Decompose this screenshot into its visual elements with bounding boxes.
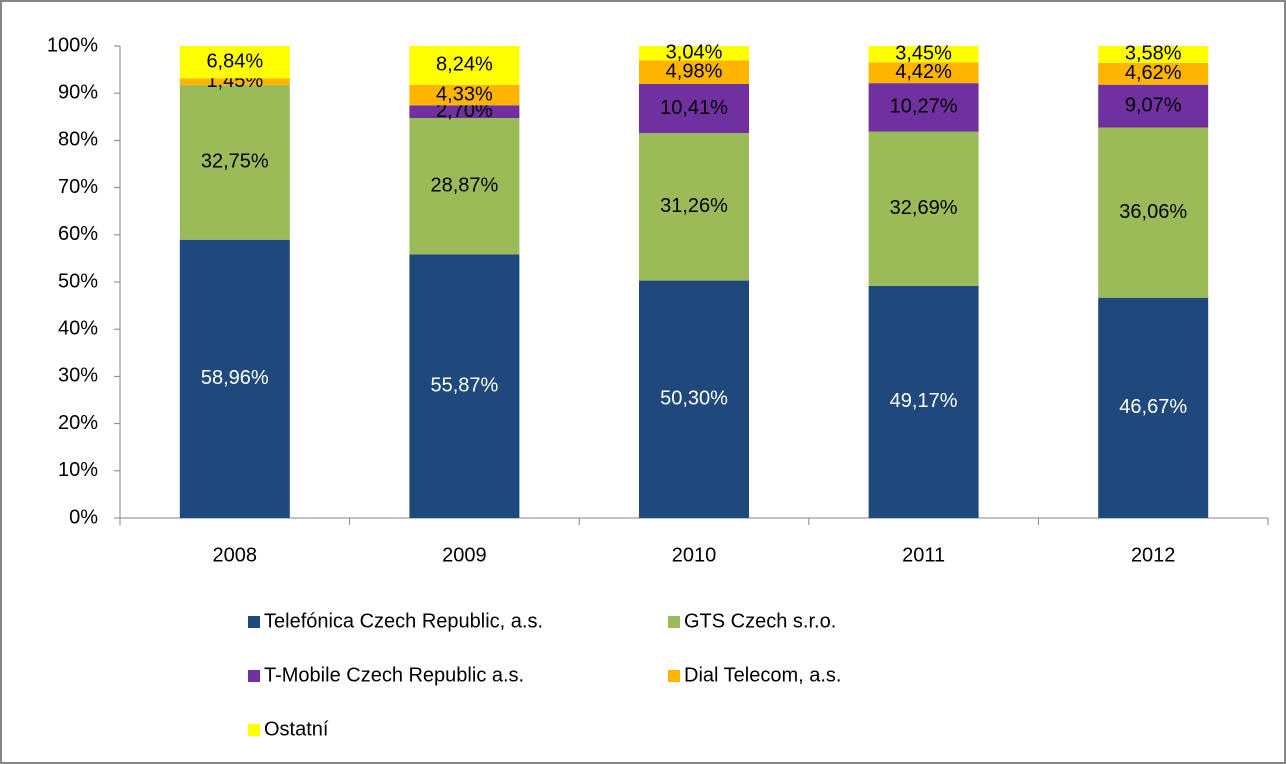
legend-swatch xyxy=(248,724,260,736)
bar-segment xyxy=(1098,127,1209,298)
bar-segment xyxy=(868,62,979,84)
y-tick-label: 40% xyxy=(58,317,98,339)
y-tick-label: 100% xyxy=(47,34,98,56)
data-label: 32,69% xyxy=(890,197,958,219)
data-label: 36,06% xyxy=(1119,201,1187,223)
y-tick-label: 60% xyxy=(58,223,98,245)
data-label: 31,26% xyxy=(660,195,728,217)
legend-label: GTS Czech s.r.o. xyxy=(684,610,836,632)
bar-segment xyxy=(409,105,520,119)
data-label: 50,30% xyxy=(660,388,728,410)
bar-segment xyxy=(868,46,979,63)
bar-segment xyxy=(868,285,979,518)
y-tick-label: 30% xyxy=(58,365,98,387)
bar-segment xyxy=(409,118,520,255)
data-label: 6,84% xyxy=(206,50,263,72)
legend-label: Dial Telecom, a.s. xyxy=(684,664,841,686)
data-label: 8,24% xyxy=(436,54,493,76)
legend-swatch xyxy=(248,670,260,682)
legend-label: T-Mobile Czech Republic a.s. xyxy=(264,664,524,686)
legend-swatch xyxy=(248,616,260,628)
x-tick-label: 2012 xyxy=(1131,544,1176,566)
bar-segment xyxy=(639,60,749,84)
bar-segment xyxy=(639,46,749,61)
bar-segment xyxy=(179,46,290,79)
data-label: 3,58% xyxy=(1125,43,1182,65)
bar-segment xyxy=(409,254,520,519)
data-label: 9,07% xyxy=(1125,94,1182,116)
y-tick-label: 80% xyxy=(58,129,98,151)
data-label: 32,75% xyxy=(201,151,269,173)
bar-segment xyxy=(639,133,749,281)
bar-segment xyxy=(179,85,290,240)
data-label: 4,33% xyxy=(436,83,493,105)
bar-segment xyxy=(1098,46,1209,63)
bar-segment xyxy=(868,83,979,132)
data-label: 4,62% xyxy=(1125,62,1182,84)
data-label: 46,67% xyxy=(1119,396,1187,418)
bar-segment xyxy=(639,83,749,134)
bar-segment xyxy=(1098,84,1209,128)
bar-segment xyxy=(179,78,290,86)
x-tick-label: 2008 xyxy=(213,544,258,566)
bar-segment xyxy=(868,131,979,286)
bar-segment xyxy=(179,239,290,518)
x-tick-label: 2010 xyxy=(672,544,717,566)
y-tick-label: 90% xyxy=(58,81,98,103)
y-tick-label: 50% xyxy=(58,270,98,292)
data-label: 3,45% xyxy=(895,42,952,64)
data-label: 3,04% xyxy=(666,42,723,64)
legend-label: Ostatní xyxy=(264,718,329,740)
legend-label: Telefónica Czech Republic, a.s. xyxy=(264,610,543,632)
data-label: 49,17% xyxy=(890,390,958,412)
data-label: 4,98% xyxy=(666,60,723,82)
bar-segment xyxy=(639,280,749,518)
y-tick-label: 70% xyxy=(58,176,98,198)
y-tick-label: 0% xyxy=(69,506,98,528)
bar-segment xyxy=(1098,62,1209,85)
data-label: 55,87% xyxy=(430,374,498,396)
x-tick-label: 2011 xyxy=(902,544,945,566)
data-label: 28,87% xyxy=(430,174,498,196)
legend-swatch xyxy=(668,616,680,628)
bar-segment xyxy=(1098,297,1209,518)
data-label: 58,96% xyxy=(201,367,269,389)
x-tick-label: 2009 xyxy=(442,544,487,566)
y-tick-label: 10% xyxy=(58,459,98,481)
bar-segment xyxy=(409,84,520,106)
data-label: 10,27% xyxy=(890,96,958,118)
data-label: 4,42% xyxy=(895,61,952,83)
legend-swatch xyxy=(668,670,680,682)
data-label: 10,41% xyxy=(660,97,728,119)
data-label: 2,70% xyxy=(436,100,493,122)
y-tick-label: 20% xyxy=(58,412,98,434)
bar-segment xyxy=(409,45,520,85)
